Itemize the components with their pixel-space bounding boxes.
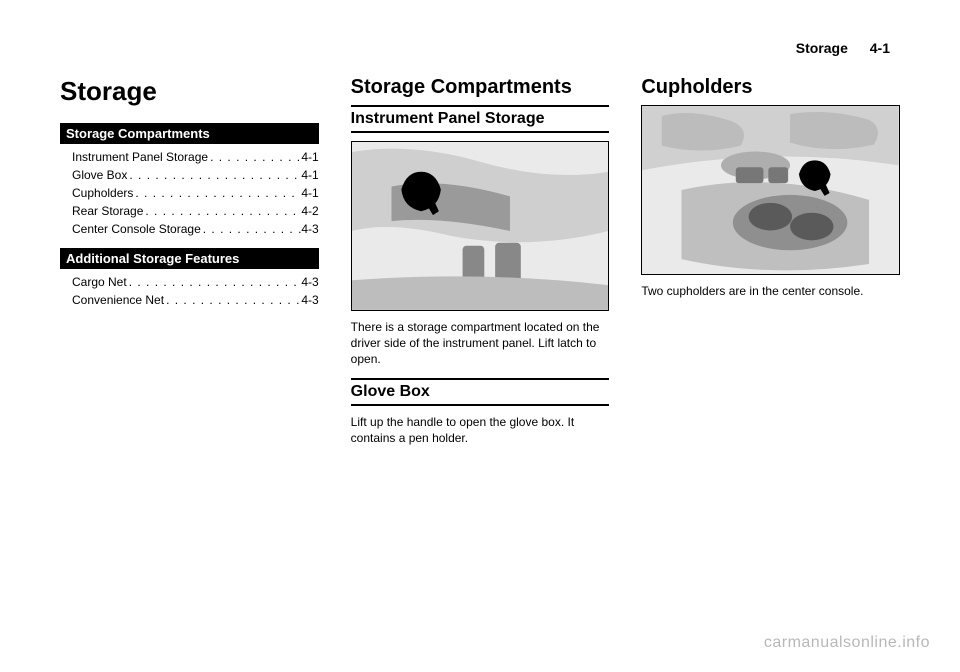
toc-item: Cargo Net . . . . . . . . . . . . . . . … [60,273,319,291]
toc-label: Center Console Storage [72,220,201,238]
section-title: Cupholders [641,76,900,99]
caption: Two cupholders are in the center console… [641,283,900,299]
toc-label: Cupholders [72,184,133,202]
toc-page: 4-1 [301,184,318,202]
toc-item: Rear Storage . . . . . . . . . . . . . .… [60,202,319,220]
header-section: Storage [796,40,866,56]
column-toc: Storage Storage Compartments Instrument … [60,76,319,456]
sub-heading: Glove Box [351,378,610,406]
figure-cupholders [641,105,900,275]
toc-dots: . . . . . . . . . . . . . . . . . . . . … [133,184,301,202]
columns: Storage Storage Compartments Instrument … [60,76,900,456]
toc-dots: . . . . . . . . . . . . . . . . . . . . … [164,291,301,309]
page: Storage 4-1 Storage Storage Compartments… [0,0,960,672]
toc-list: Cargo Net . . . . . . . . . . . . . . . … [60,273,319,309]
toc-dots: . . . . . . . . . . . . . . . . . . . . … [127,273,302,291]
toc-label: Glove Box [72,166,127,184]
toc-page: 4-1 [301,166,318,184]
section-title: Storage Compartments [351,76,610,99]
page-header: Storage 4-1 [60,40,900,56]
column-middle: Storage Compartments Instrument Panel St… [351,76,610,456]
toc-dots: . . . . . . . . . . . . . . . . . . . . … [143,202,301,220]
toc-page: 4-3 [301,273,318,291]
toc-label: Convenience Net [72,291,164,309]
caption: There is a storage compartment located o… [351,319,610,368]
toc-item: Instrument Panel Storage . . . . . . . .… [60,148,319,166]
toc-list: Instrument Panel Storage . . . . . . . .… [60,148,319,238]
toc-item: Glove Box . . . . . . . . . . . . . . . … [60,166,319,184]
toc-label: Rear Storage [72,202,143,220]
sub-heading: Instrument Panel Storage [351,105,610,133]
toc-title: Storage [60,76,319,107]
toc-item: Center Console Storage . . . . . . . . .… [60,220,319,238]
column-right: Cupholders Two cuph [641,76,900,456]
toc-dots: . . . . . . . . . . . . . . . . . . . . … [201,220,302,238]
figure-instrument-panel [351,141,610,311]
toc-label: Cargo Net [72,273,127,291]
toc-page: 4-2 [301,202,318,220]
toc-label: Instrument Panel Storage [72,148,208,166]
toc-group-heading: Additional Storage Features [60,248,319,269]
watermark: carmanualsonline.info [764,634,930,652]
toc-item: Cupholders . . . . . . . . . . . . . . .… [60,184,319,202]
toc-page: 4-3 [301,291,318,309]
cupholders-svg [642,106,899,274]
header-pagenum: 4-1 [870,40,890,56]
toc-dots: . . . . . . . . . . . . . . . . . . . . … [127,166,301,184]
toc-item: Convenience Net . . . . . . . . . . . . … [60,291,319,309]
toc-dots: . . . . . . . . . . . . . . . . . . . . … [208,148,301,166]
toc-page: 4-3 [301,220,318,238]
toc-page: 4-1 [301,148,318,166]
instrument-panel-svg [352,142,609,310]
toc-group-heading: Storage Compartments [60,123,319,144]
caption: Lift up the handle to open the glove box… [351,414,610,446]
